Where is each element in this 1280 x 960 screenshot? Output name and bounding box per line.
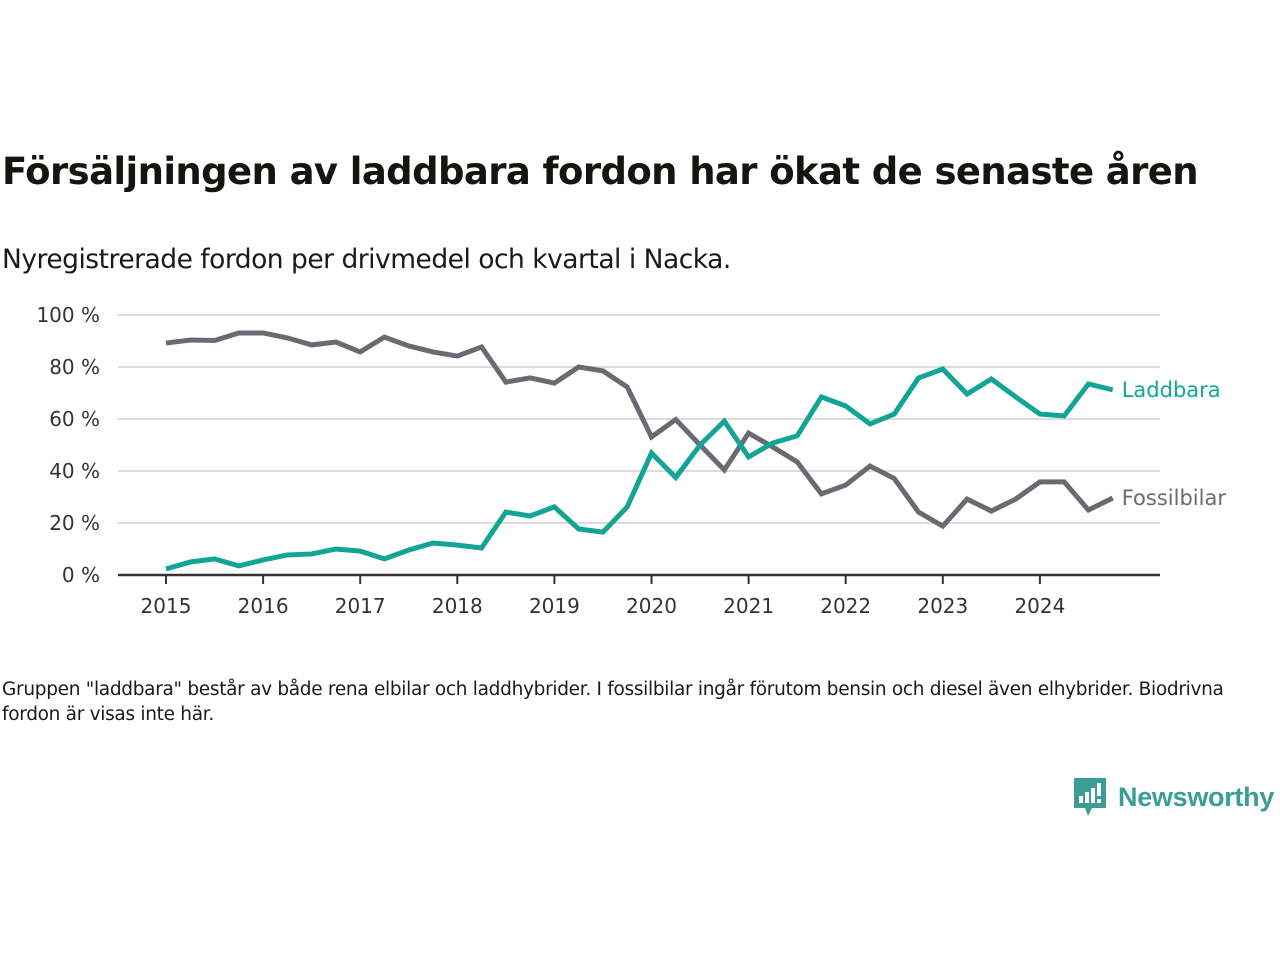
series-line-laddbara — [165, 366, 1114, 572]
x-tick-label: 2020 — [626, 594, 677, 618]
x-tick-label: 2022 — [820, 594, 871, 618]
logo-text: Newsworthy — [1118, 781, 1275, 812]
gridlines — [118, 314, 1160, 524]
x-axis: 2015 2016 2017 2018 2019 2020 2021 2022 2023 2024 — [118, 573, 1160, 618]
line-chart: 0 %20 %40 %60 %80 %100 % 2015 2016 2017 201… — [36, 303, 1227, 618]
series-lines — [165, 330, 1114, 572]
newsworthy-logo[interactable]: Newsworthy — [1072, 776, 1274, 818]
y-tick-label: 0 % — [62, 563, 100, 587]
y-tick-label: 80 % — [49, 355, 100, 379]
chart-title: Försäljningen av laddbara fordon har öka… — [2, 150, 1199, 193]
x-tick-label: 2016 — [238, 594, 289, 618]
series-line-fossilbilar — [165, 330, 1114, 530]
x-tick-label: 2023 — [917, 594, 968, 618]
y-axis: 0 % 20 % 40 % 60 % 80 % 100 % — [36, 303, 100, 587]
x-tick-label: 2015 — [141, 594, 192, 618]
x-tick-label: 2017 — [335, 594, 386, 618]
x-tick-label: 2019 — [529, 594, 580, 618]
series-label-laddbara: Laddbara — [1122, 378, 1221, 402]
series-label-fossilbilar: Fossilbilar — [1122, 486, 1227, 510]
x-tick-label: 2024 — [1014, 594, 1065, 618]
x-tick-label: 2021 — [723, 594, 774, 618]
y-tick-label: 100 % — [36, 303, 100, 327]
chart-subtitle: Nyregistrerade fordon per drivmedel och … — [2, 244, 731, 275]
x-tick-label: 2018 — [432, 594, 483, 618]
footnote: Gruppen "laddbara" består av både rena e… — [2, 679, 1224, 725]
newsworthy-logo-icon — [1074, 778, 1106, 816]
y-tick-label: 20 % — [49, 511, 100, 535]
series-labels: Fossilbilar Laddbara — [1122, 378, 1227, 510]
y-tick-label: 60 % — [49, 407, 100, 431]
y-tick-label: 40 % — [49, 459, 100, 483]
